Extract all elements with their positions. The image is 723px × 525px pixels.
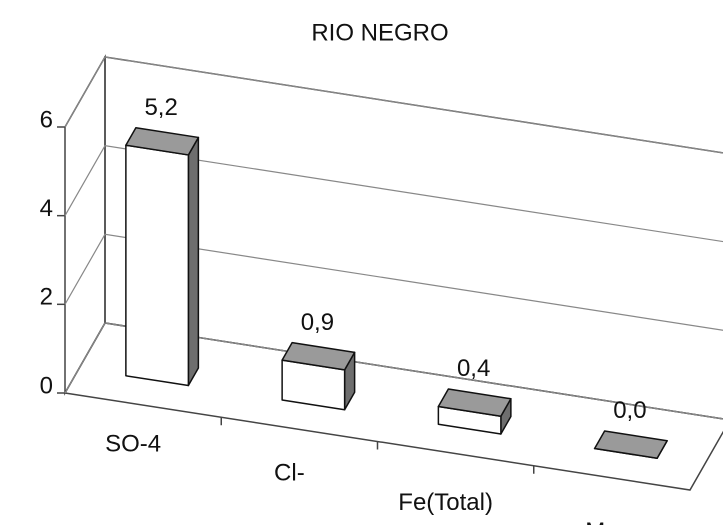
grid-line: [64, 322, 723, 420]
y-tick-label: 2: [40, 284, 53, 311]
bar-front: [125, 144, 190, 387]
bar: [593, 430, 668, 459]
y-tick-label: 4: [40, 195, 53, 222]
x-tick-label: Fe(Total): [398, 489, 493, 516]
bar: [437, 388, 512, 435]
bar: [125, 126, 200, 387]
grid-line: [64, 56, 723, 154]
left-wall: [64, 54, 106, 396]
x-tick-label: Cl-: [274, 460, 305, 487]
value-label: 5,2: [144, 94, 177, 121]
value-label: 0,9: [301, 309, 334, 336]
bar-top: [437, 388, 512, 417]
x-tick-label: SO-4: [105, 430, 161, 457]
grid-line: [64, 233, 723, 331]
bar-top: [281, 341, 356, 371]
value-label: 0,0: [613, 397, 646, 424]
y-tick-label: 6: [40, 106, 53, 133]
chart-title: RIO NEGRO: [311, 19, 448, 46]
x-tick-label: Mn: [585, 518, 618, 525]
bar-side: [187, 136, 200, 387]
bar-top: [593, 430, 668, 459]
bar-top: [125, 126, 200, 156]
bar: [281, 341, 356, 411]
value-label: 0,4: [457, 355, 490, 382]
y-tick-label: 0: [40, 372, 53, 399]
grid-line: [64, 145, 723, 243]
